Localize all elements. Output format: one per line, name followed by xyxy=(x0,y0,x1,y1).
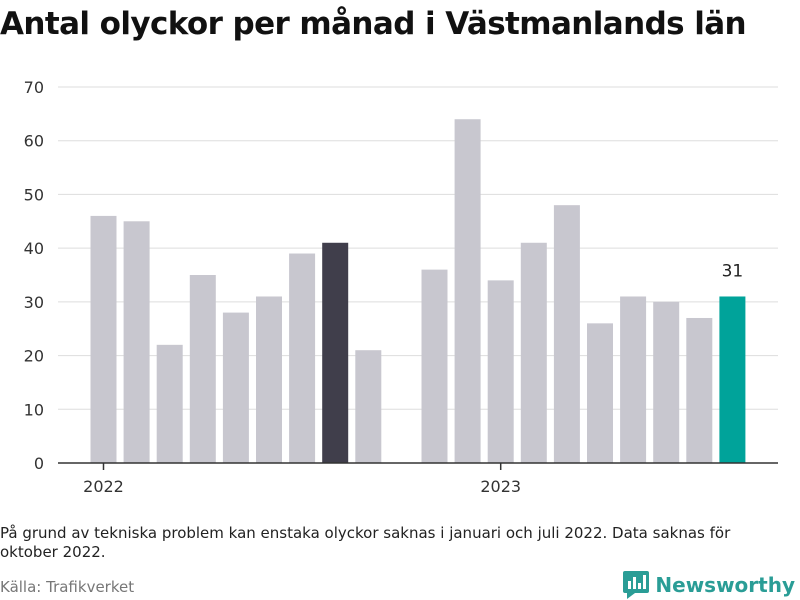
data-label: 31 xyxy=(722,261,744,281)
bar xyxy=(653,301,680,463)
y-axis-tick-labels: 0 10 20 30 40 50 60 70 xyxy=(24,78,44,473)
bar xyxy=(719,296,746,463)
y-tick-label: 10 xyxy=(24,400,44,419)
y-tick-label: 50 xyxy=(24,185,44,204)
y-tick-label: 70 xyxy=(24,78,44,97)
brand[interactable]: Newsworthy xyxy=(623,570,795,600)
bar xyxy=(189,275,216,463)
bar xyxy=(520,242,547,463)
bar xyxy=(620,296,647,463)
y-tick-label: 30 xyxy=(24,293,44,312)
bar xyxy=(587,323,613,463)
bar-chart: 0 10 20 30 40 50 60 70 31 2022 2023 xyxy=(24,78,778,496)
bar xyxy=(156,344,183,463)
source-text: Källa: Trafikverket xyxy=(0,578,135,596)
x-tick-label: 2023 xyxy=(480,477,521,496)
chart-title: Antal olyckor per månad i Västmanlands l… xyxy=(0,6,747,42)
y-tick-label: 40 xyxy=(24,239,44,258)
bar xyxy=(553,205,580,463)
data-labels: 31 xyxy=(722,261,744,281)
brand-name: Newsworthy xyxy=(655,573,795,597)
footnote: På grund av tekniska problem kan enstaka… xyxy=(0,524,731,561)
newsworthy-logo-icon xyxy=(623,571,650,599)
bar xyxy=(421,269,448,463)
bar xyxy=(686,317,713,463)
bars xyxy=(90,119,746,463)
y-tick-label: 20 xyxy=(24,347,44,366)
bar xyxy=(222,312,249,463)
y-tick-label: 60 xyxy=(24,132,44,151)
bar xyxy=(355,350,382,463)
bar xyxy=(90,215,117,463)
bar xyxy=(256,296,282,463)
bar xyxy=(322,242,349,463)
x-axis: 2022 2023 xyxy=(58,462,778,496)
y-tick-label: 0 xyxy=(34,454,44,473)
bar xyxy=(454,119,481,463)
bar xyxy=(289,253,316,463)
bar xyxy=(123,221,150,463)
x-tick-label: 2022 xyxy=(83,477,124,496)
bar xyxy=(487,280,514,463)
